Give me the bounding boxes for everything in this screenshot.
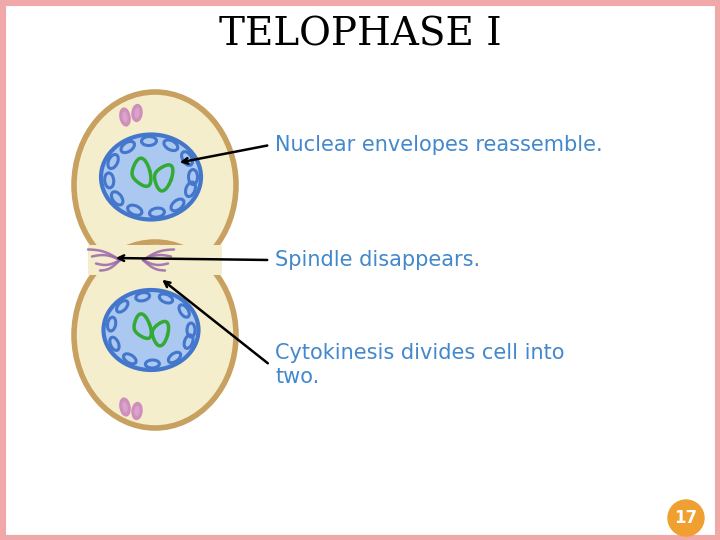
Ellipse shape: [135, 108, 140, 118]
Circle shape: [668, 500, 704, 536]
Text: Spindle disappears.: Spindle disappears.: [275, 250, 480, 270]
Text: Nuclear envelopes reassemble.: Nuclear envelopes reassemble.: [275, 135, 603, 155]
Ellipse shape: [74, 92, 236, 278]
Ellipse shape: [120, 108, 130, 126]
Ellipse shape: [132, 105, 142, 122]
Ellipse shape: [135, 406, 140, 416]
Ellipse shape: [132, 402, 142, 420]
Text: 17: 17: [675, 509, 698, 527]
Ellipse shape: [104, 290, 199, 370]
Ellipse shape: [122, 402, 127, 413]
Text: Cytokinesis divides cell into
two.: Cytokinesis divides cell into two.: [275, 343, 564, 387]
Text: TELOPHASE I: TELOPHASE I: [219, 17, 501, 53]
Ellipse shape: [120, 398, 130, 416]
Ellipse shape: [122, 112, 127, 123]
Ellipse shape: [101, 134, 201, 219]
Bar: [88, 245, 222, 275]
Ellipse shape: [74, 242, 236, 428]
